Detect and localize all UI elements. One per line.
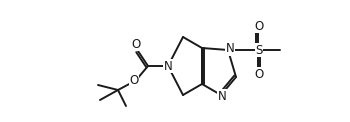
Text: O: O — [130, 73, 139, 86]
Text: O: O — [131, 37, 141, 51]
Text: O: O — [254, 67, 264, 81]
Text: S: S — [255, 44, 263, 56]
Text: N: N — [226, 42, 234, 56]
Text: N: N — [164, 60, 172, 72]
Text: N: N — [218, 90, 226, 102]
Text: O: O — [254, 20, 264, 32]
